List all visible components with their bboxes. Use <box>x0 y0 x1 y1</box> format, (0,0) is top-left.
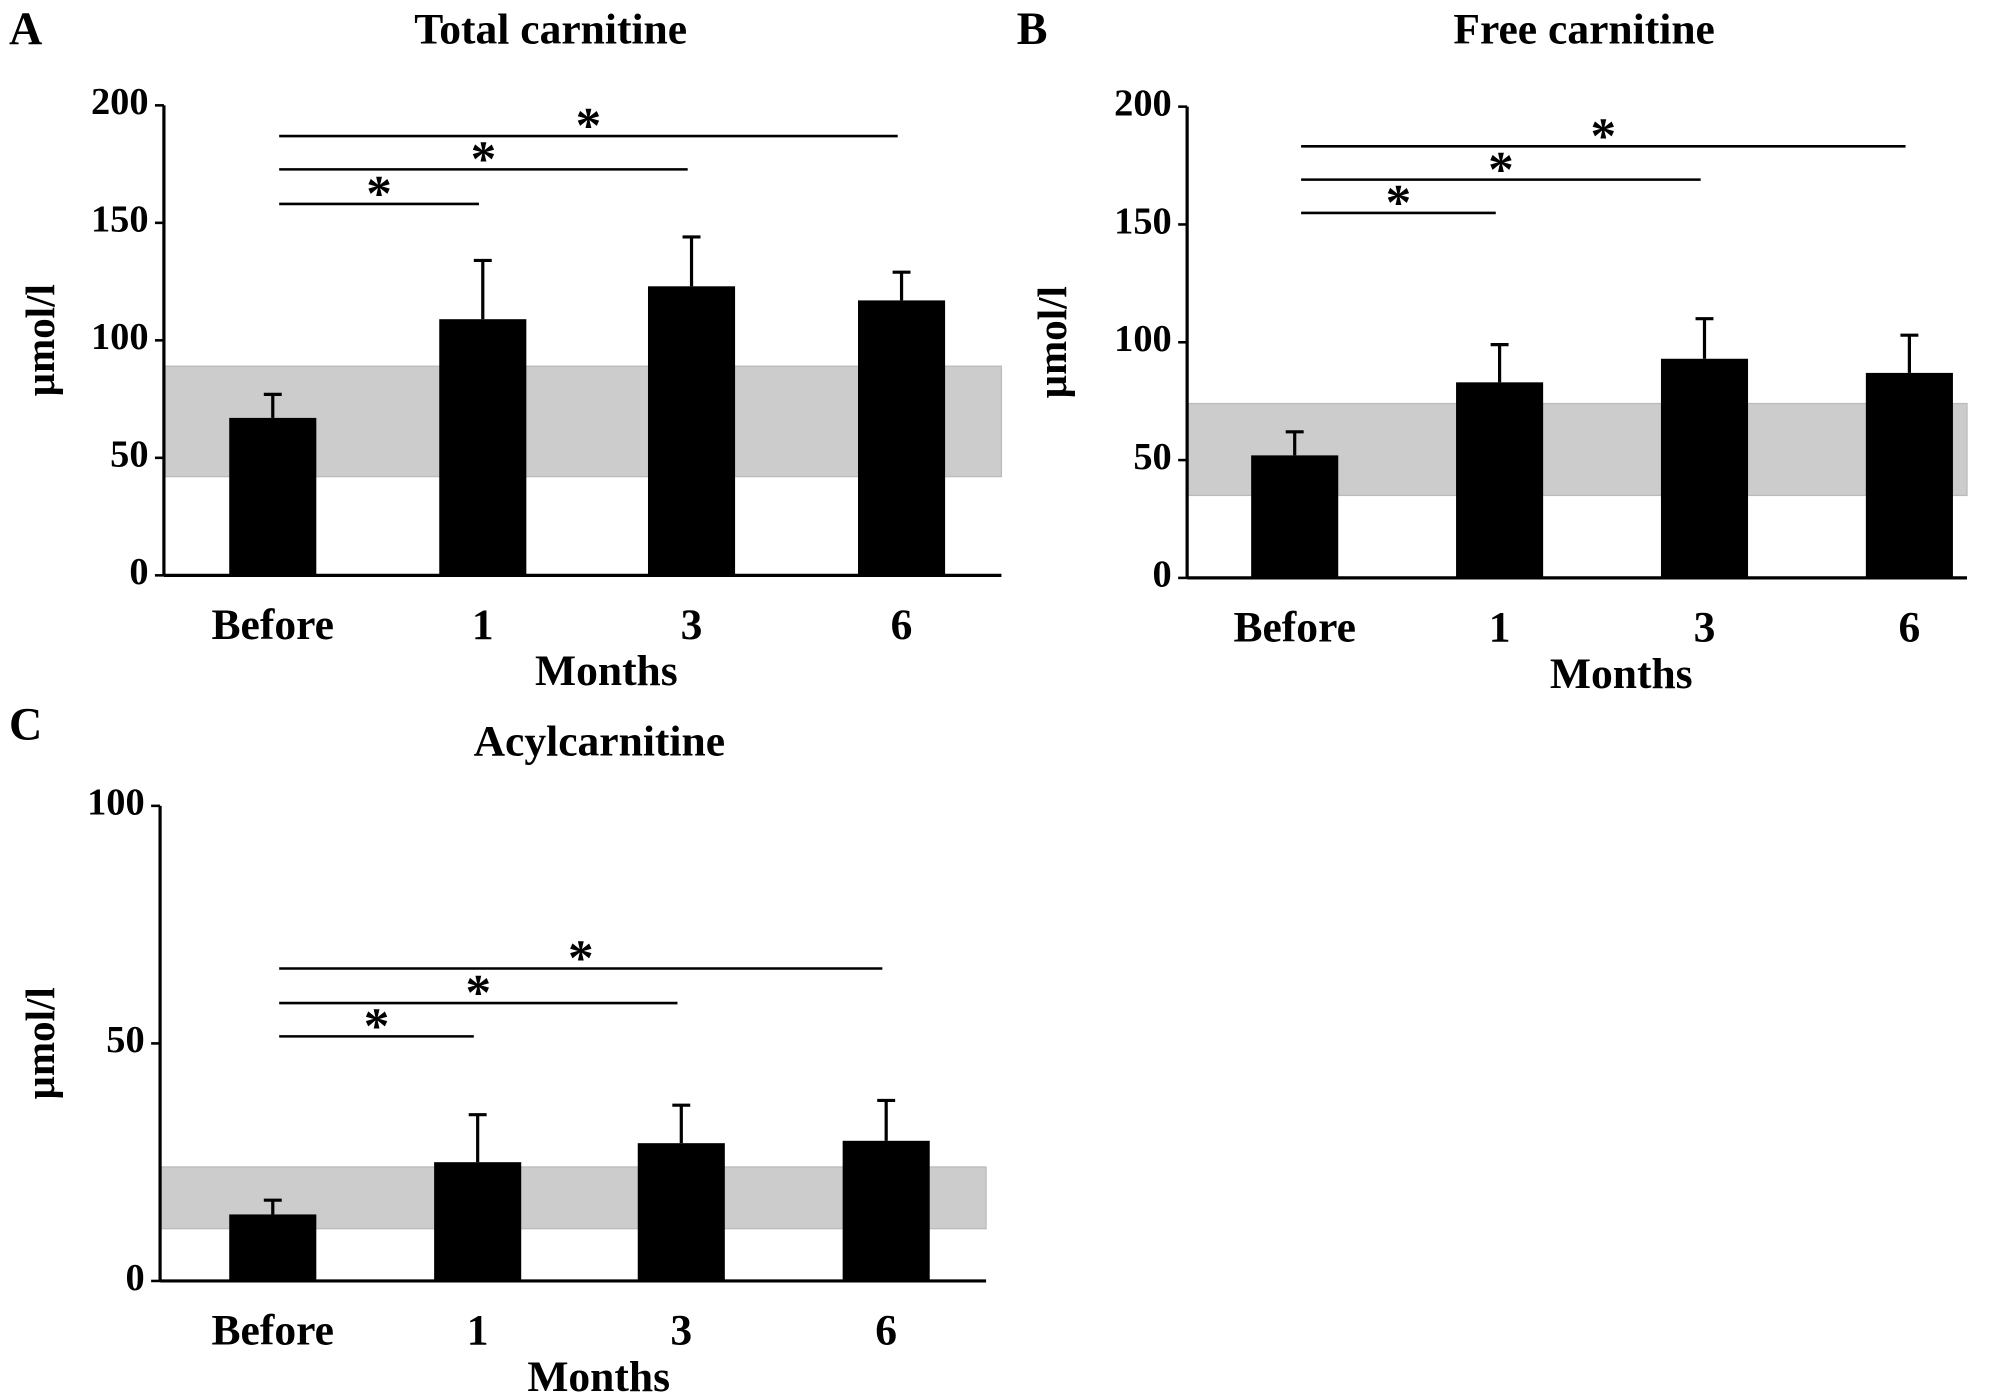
x-axis-label: Months <box>527 1353 670 1394</box>
y-tick-label: 200 <box>1114 82 1172 124</box>
panel-label: A <box>9 3 42 54</box>
panel-label: C <box>9 699 42 750</box>
x-tick-label: Before <box>212 1307 334 1355</box>
bar <box>858 300 946 576</box>
bar <box>434 1162 522 1281</box>
y-tick-label: 50 <box>1133 436 1171 478</box>
x-tick-label: 1 <box>1489 604 1511 652</box>
significance-label: * <box>364 998 390 1055</box>
x-axis-label: Months <box>1550 650 1693 698</box>
x-tick-label: 3 <box>1694 604 1716 652</box>
chart-title: Total carnitine <box>414 6 687 54</box>
x-tick-label: Before <box>1233 604 1355 652</box>
y-tick-label: 0 <box>129 551 148 593</box>
bar <box>1660 358 1749 578</box>
y-tick-label: 0 <box>126 1257 145 1299</box>
chart-title: Acylcarnitine <box>474 718 725 766</box>
y-axis-label: µmol/l <box>1029 286 1075 398</box>
x-axis-label: Months <box>535 647 678 695</box>
significance-label: * <box>568 930 594 987</box>
y-tick-label: 200 <box>91 81 149 123</box>
bar <box>229 1214 317 1281</box>
bar <box>439 319 527 576</box>
bar <box>637 1143 725 1281</box>
x-tick-label: 1 <box>467 1307 489 1355</box>
bar <box>842 1140 930 1281</box>
panel-label: B <box>1017 3 1048 54</box>
significance-label: * <box>466 965 492 1022</box>
bar <box>229 417 317 576</box>
y-tick-label: 50 <box>106 1019 144 1061</box>
y-axis-label: µmol/l <box>17 284 63 396</box>
y-axis-label: µmol/l <box>17 987 63 1099</box>
x-tick-label: 3 <box>681 601 703 649</box>
x-tick-label: 6 <box>875 1307 897 1355</box>
significance-label: * <box>576 98 602 155</box>
x-tick-label: 1 <box>472 601 494 649</box>
y-tick-label: 100 <box>1114 318 1172 360</box>
y-tick-label: 150 <box>91 199 149 241</box>
chart-title: Free carnitine <box>1453 6 1715 54</box>
significance-label: * <box>471 131 497 188</box>
bar <box>647 286 736 576</box>
x-tick-label: 6 <box>891 601 913 649</box>
x-tick-label: Before <box>212 601 334 649</box>
x-tick-label: 3 <box>670 1307 692 1355</box>
y-tick-label: 0 <box>1153 554 1172 596</box>
significance-label: * <box>1591 108 1617 165</box>
significance-label: * <box>366 166 392 223</box>
y-tick-label: 100 <box>87 782 145 824</box>
y-tick-label: 50 <box>110 434 148 476</box>
bar <box>1251 455 1339 578</box>
significance-label: * <box>1386 175 1412 232</box>
y-tick-label: 150 <box>1114 200 1172 242</box>
y-tick-label: 100 <box>91 316 149 358</box>
bar <box>1456 382 1544 578</box>
bar <box>1865 372 1953 578</box>
x-tick-label: 6 <box>1899 604 1921 652</box>
significance-label: * <box>1488 141 1514 198</box>
